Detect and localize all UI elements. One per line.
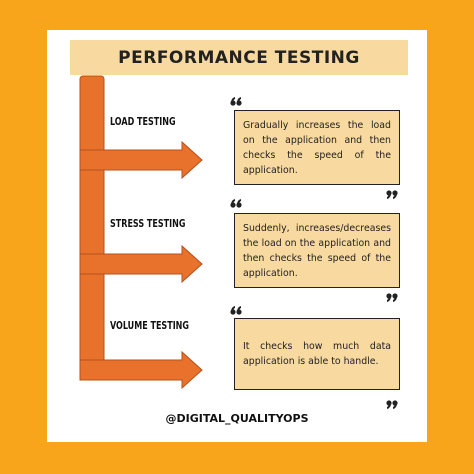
description-box: Gradually increases the load on the appl… — [234, 110, 400, 185]
section-label: LOAD TESTING — [110, 116, 176, 128]
quote-marks — [230, 97, 398, 409]
section-label: STRESS TESTING — [110, 218, 186, 230]
description-box: It checks how much data application is a… — [234, 318, 400, 390]
quote-open — [230, 199, 242, 208]
arrow — [79, 350, 203, 390]
arrow — [79, 244, 203, 284]
quote-close — [386, 400, 398, 409]
quote-close — [386, 190, 398, 199]
title: PERFORMANCE TESTING — [118, 47, 360, 68]
arrow — [79, 140, 203, 180]
arrow-group — [79, 75, 203, 390]
vertical-bar — [79, 75, 105, 381]
quote-close — [386, 293, 398, 302]
title-banner: PERFORMANCE TESTING — [70, 40, 408, 75]
description: Suddenly, increases/decreases the load o… — [243, 222, 391, 279]
description-box: Suddenly, increases/decreases the load o… — [234, 213, 400, 288]
description: Gradually increases the load on the appl… — [243, 119, 391, 176]
quote-open — [230, 97, 242, 106]
description: It checks how much data application is a… — [243, 341, 391, 367]
section-label: VOLUME TESTING — [110, 320, 189, 332]
footer: @DIGITAL_QUALITYOPS — [165, 412, 309, 425]
quote-open — [230, 306, 242, 315]
